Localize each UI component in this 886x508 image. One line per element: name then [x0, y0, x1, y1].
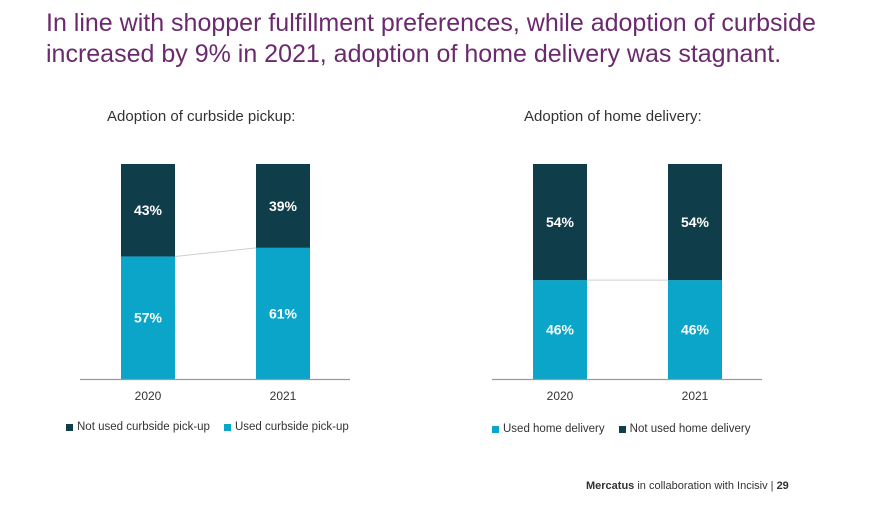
footer: Mercatus in collaboration with Incisiv |… [586, 480, 789, 492]
connector-line [174, 247, 257, 257]
bar-segment [533, 280, 587, 379]
curbside-chart: 57% 43% 2020 61% 39% 2021 [80, 164, 350, 403]
data-label: 39% [269, 198, 298, 214]
legend-home-delivery: Used home delivery Not used home delivery [492, 423, 750, 435]
bar-segment [121, 164, 175, 257]
bar-segment [533, 164, 587, 281]
data-label: 61% [269, 305, 298, 321]
legend-item: Used curbside pick-up [223, 421, 349, 433]
chart-title-curbside: Adoption of curbside pickup: [107, 108, 296, 125]
legend-label: Used home delivery [503, 423, 605, 435]
footer-text: in collaboration with Incisiv | [634, 480, 777, 492]
bar-segment [121, 256, 175, 379]
headline: In line with shopper fulfillment prefere… [46, 9, 816, 68]
page-number: 29 [776, 480, 789, 492]
data-label: 43% [134, 202, 163, 218]
bar-segment [668, 164, 722, 281]
bar-segment [256, 164, 310, 248]
legend-swatch [66, 423, 73, 431]
legend-swatch [223, 423, 231, 431]
data-label: 46% [681, 322, 710, 338]
legend-label: Used curbside pick-up [234, 421, 349, 433]
x-tick-label: 2020 [547, 389, 574, 403]
x-tick-label: 2020 [135, 389, 162, 403]
x-tick-label: 2021 [682, 389, 709, 403]
data-label: 54% [681, 214, 710, 230]
data-label: 54% [546, 214, 575, 230]
x-tick-label: 2021 [270, 389, 297, 403]
home-delivery-chart: 46% 54% 2020 46% 54% 2021 [492, 164, 762, 403]
legend-item: Not used curbside pick-up [66, 421, 210, 433]
legend-label: Not used home delivery [629, 423, 751, 435]
bar-segment [668, 280, 722, 379]
legend-swatch [618, 425, 626, 433]
footer-brand: Mercatus [586, 480, 635, 492]
chart-title-home-delivery: Adoption of home delivery: [524, 108, 702, 125]
legend-label: Not used curbside pick-up [77, 421, 210, 433]
data-label: 46% [546, 322, 575, 338]
data-label: 57% [134, 310, 163, 326]
bar-segment [256, 247, 310, 379]
legend-curbside: Not used curbside pick-up Used curbside p… [66, 421, 349, 433]
legend-swatch [492, 425, 499, 433]
legend-item: Not used home delivery [618, 423, 751, 435]
legend-item: Used home delivery [492, 423, 605, 435]
